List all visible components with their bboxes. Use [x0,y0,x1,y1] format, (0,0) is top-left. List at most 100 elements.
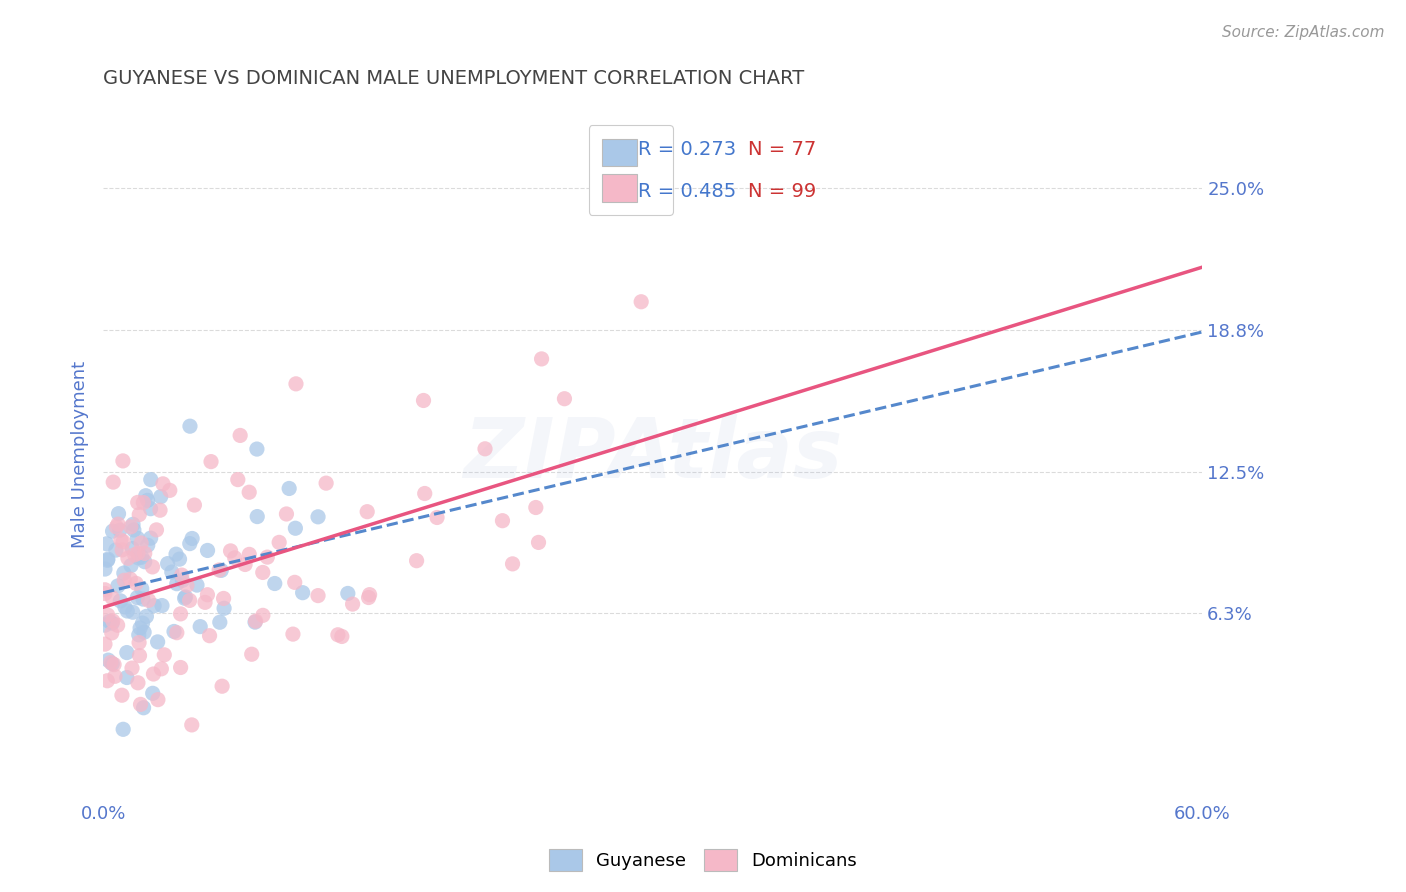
Point [166,625,188,640]
Point [142,686,165,700]
Point [276,507,298,521]
Point [124,548,146,562]
Point [128,508,150,522]
Point [243,615,266,629]
Point [176,578,198,592]
Point [238,548,260,562]
Point [98,615,121,629]
Legend: Guyanese, Dominicans: Guyanese, Dominicans [541,842,865,879]
Point [169,660,191,674]
Point [229,428,252,442]
Point [100,656,122,670]
Point [103,475,125,489]
Point [197,588,219,602]
Point [111,688,134,702]
Point [135,489,157,503]
Point [103,657,125,672]
Point [129,621,152,635]
Point [127,591,149,605]
Point [120,572,142,586]
Point [114,599,136,614]
Point [252,608,274,623]
Text: R = 0.273: R = 0.273 [638,140,737,160]
Point [141,560,163,574]
Point [263,576,285,591]
Point [127,546,149,560]
Point [100,626,122,640]
Point [128,635,150,649]
Point [107,517,129,532]
Point [128,648,150,663]
Point [129,698,152,712]
Point [285,376,308,391]
Point [101,614,124,628]
Text: R = 0.485: R = 0.485 [638,182,737,201]
Point [104,543,127,558]
Point [104,669,127,683]
Point [224,550,246,565]
Point [132,592,155,607]
Point [127,495,149,509]
Point [117,604,139,618]
Point [108,523,131,537]
Point [145,523,167,537]
Point [111,542,134,557]
Point [179,419,201,434]
Point [174,590,197,604]
Point [139,473,162,487]
Point [281,627,304,641]
Point [246,509,269,524]
Point [150,599,173,613]
Point [284,521,307,535]
Y-axis label: Male Unemployment: Male Unemployment [72,361,89,548]
Text: Source: ZipAtlas.com: Source: ZipAtlas.com [1222,25,1385,40]
Point [336,586,359,600]
Point [94,562,117,576]
Point [107,618,129,632]
Point [291,585,314,599]
Point [146,635,169,649]
Point [134,555,156,569]
Point [125,576,148,591]
Point [527,535,550,549]
Point [170,568,193,582]
Point [188,619,211,633]
Point [112,534,135,549]
Point [120,520,142,534]
Point [219,544,242,558]
Legend:   ,   : , [589,125,673,215]
Point [112,566,135,580]
Point [101,657,124,671]
Point [524,500,547,515]
Point [208,563,231,577]
Point [172,574,194,588]
Point [412,393,434,408]
Point [121,605,143,619]
Point [120,558,142,573]
Point [630,294,652,309]
Point [127,675,149,690]
Point [112,723,135,737]
Point [238,485,260,500]
Point [146,692,169,706]
Point [169,607,191,621]
Point [134,625,156,640]
Point [152,476,174,491]
Point [136,538,159,552]
Point [153,648,176,662]
Point [97,552,120,566]
Text: N = 77: N = 77 [748,140,817,160]
Point [200,455,222,469]
Point [233,558,256,572]
Point [101,524,124,539]
Point [256,550,278,565]
Point [179,536,201,550]
Point [129,536,152,550]
Point [197,543,219,558]
Point [94,586,117,600]
Point [115,671,138,685]
Point [132,495,155,509]
Point [94,582,117,597]
Point [315,476,337,491]
Point [121,541,143,556]
